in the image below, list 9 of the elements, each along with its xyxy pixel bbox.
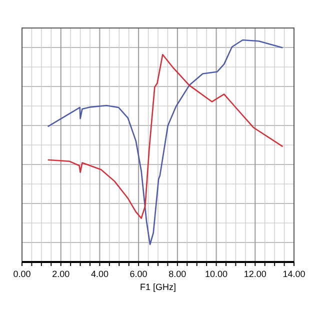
x-tick-label: 10.00 [205,269,228,279]
x-tick-label: 12.00 [244,269,266,279]
x-tick-label: 6.00 [130,269,148,279]
x-tick-label: 4.00 [90,269,108,279]
x-tick-label: 14.00 [282,269,306,279]
x-tick-label: 8.00 [168,269,186,279]
x-axis-title: F1 [GHz] [140,282,176,292]
x-tick-label: 0.00 [13,269,31,279]
x-tick-label: 2.00 [52,269,70,279]
